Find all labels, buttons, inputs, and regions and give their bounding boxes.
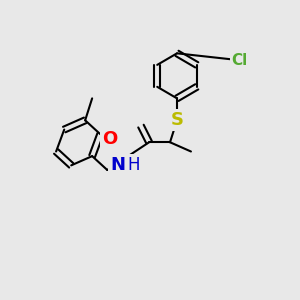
Text: N: N <box>110 156 125 174</box>
Text: H: H <box>128 156 140 174</box>
Text: O: O <box>102 130 117 148</box>
Text: S: S <box>170 111 184 129</box>
Text: Cl: Cl <box>232 53 248 68</box>
